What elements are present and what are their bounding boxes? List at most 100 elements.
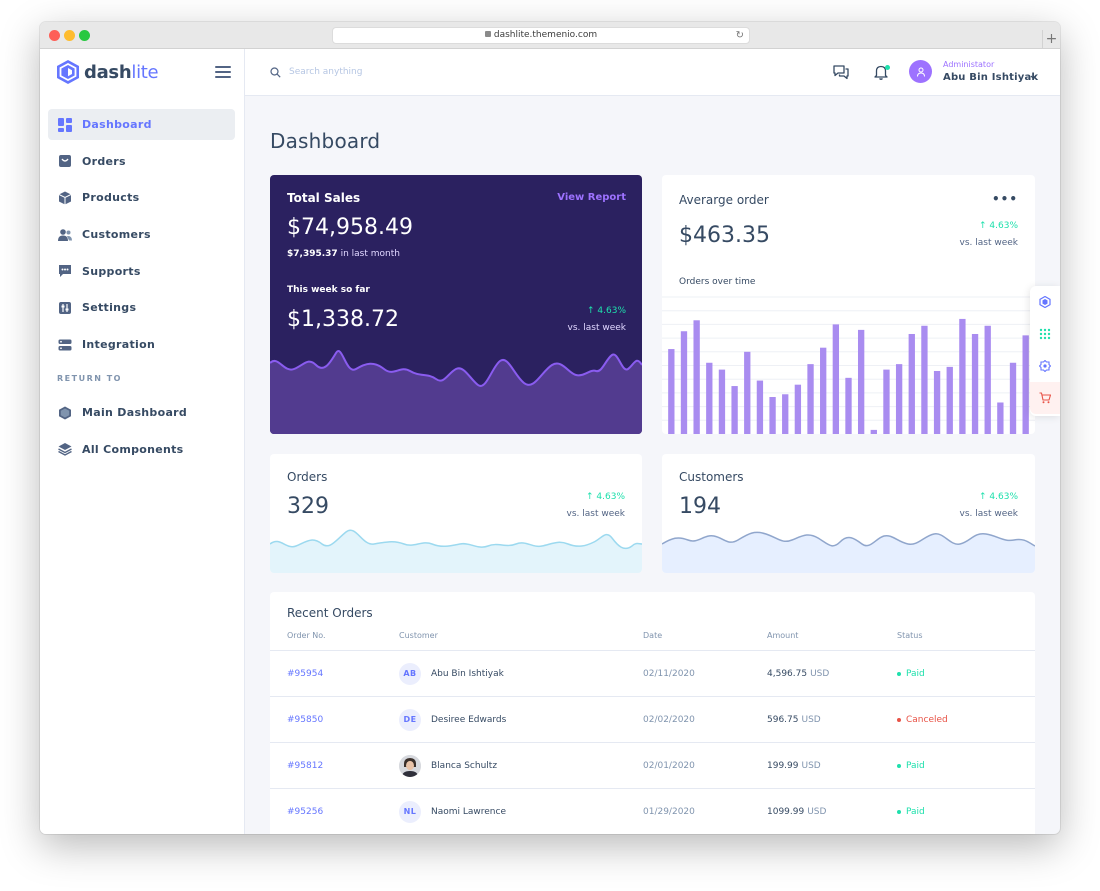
sidebar-item-settings[interactable]: Settings bbox=[48, 292, 235, 323]
search-icon[interactable] bbox=[270, 67, 281, 78]
sidebar-item-orders[interactable]: Orders bbox=[48, 146, 235, 177]
chart-bar[interactable] bbox=[718, 369, 726, 434]
sidebar-item-dashboard[interactable]: Dashboard bbox=[48, 109, 235, 140]
chart-bar[interactable] bbox=[933, 370, 941, 434]
column-header-customer[interactable]: Customer bbox=[399, 631, 438, 640]
chart-bar[interactable] bbox=[782, 394, 789, 434]
supports-icon bbox=[58, 264, 72, 278]
last-month-label: in last month bbox=[340, 249, 400, 259]
order-date: 02/01/2020 bbox=[643, 760, 695, 771]
column-header-status[interactable]: Status bbox=[897, 631, 923, 640]
chart-bar[interactable] bbox=[1022, 335, 1029, 434]
chart-bar[interactable] bbox=[971, 333, 979, 434]
sidebar-item-all-components[interactable]: All Components bbox=[48, 434, 235, 465]
status-text: Canceled bbox=[906, 714, 948, 725]
chart-bar[interactable] bbox=[820, 347, 827, 434]
minimize-window-button[interactable] bbox=[64, 30, 75, 41]
floating-theme-button[interactable] bbox=[1030, 286, 1060, 318]
table-row[interactable]: #95850 DE Desiree Edwards 02/02/2020 596… bbox=[270, 696, 1035, 742]
chat-icon[interactable] bbox=[832, 63, 850, 81]
column-header-order-no[interactable]: Order No. bbox=[287, 631, 326, 640]
order-number[interactable]: #95812 bbox=[287, 760, 324, 771]
recent-orders-title: Recent Orders bbox=[287, 606, 373, 620]
chart-bar[interactable] bbox=[870, 429, 877, 434]
chart-bar[interactable] bbox=[794, 384, 802, 434]
order-number[interactable]: #95954 bbox=[287, 668, 324, 679]
sidebar-return-heading: RETURN TO bbox=[57, 374, 122, 384]
column-header-amount[interactable]: Amount bbox=[767, 631, 799, 640]
sales-change-sub: vs. last week bbox=[567, 323, 626, 333]
chart-bar[interactable] bbox=[706, 362, 713, 434]
order-number[interactable]: #95850 bbox=[287, 714, 324, 725]
chart-bar[interactable] bbox=[769, 397, 776, 434]
customers-change: ↑ 4.63% bbox=[979, 492, 1018, 502]
chart-bar[interactable] bbox=[693, 320, 700, 434]
products-icon bbox=[58, 191, 72, 205]
sidebar-item-label: Supports bbox=[82, 264, 141, 278]
floating-settings-button[interactable] bbox=[1030, 350, 1060, 382]
sidebar-item-integration[interactable]: Integration bbox=[48, 329, 235, 360]
floating-apps-button[interactable] bbox=[1030, 318, 1060, 350]
sidebar-item-main-dashboard[interactable]: Main Dashboard bbox=[48, 397, 235, 428]
chart-bar[interactable] bbox=[883, 369, 890, 434]
table-row[interactable]: #95954 AB Abu Bin Ishtiyak 02/11/2020 4,… bbox=[270, 650, 1035, 696]
bell-icon[interactable] bbox=[872, 63, 890, 81]
chart-bar[interactable] bbox=[857, 329, 865, 434]
column-header-date[interactable]: Date bbox=[643, 631, 663, 640]
table-row[interactable]: #95256 NL Naomi Lawrence 01/29/2020 1099… bbox=[270, 788, 1035, 834]
customers-icon bbox=[58, 228, 72, 242]
chart-bar[interactable] bbox=[731, 386, 738, 434]
hexagon-icon bbox=[58, 406, 72, 420]
customer-avatar: AB bbox=[399, 662, 421, 685]
chart-bar[interactable] bbox=[908, 333, 915, 434]
chart-bar[interactable] bbox=[984, 325, 991, 434]
search-input[interactable] bbox=[289, 63, 489, 81]
user-avatar[interactable] bbox=[909, 60, 932, 83]
user-name[interactable]: Abu Bin Ishtiyak bbox=[943, 72, 1039, 83]
chart-bar[interactable] bbox=[845, 377, 852, 434]
user-icon bbox=[916, 67, 925, 77]
orders-area-chart bbox=[270, 529, 642, 573]
settings-icon bbox=[58, 301, 72, 315]
order-date: 02/02/2020 bbox=[643, 714, 695, 725]
chart-bar[interactable] bbox=[921, 325, 928, 434]
amount-value: 596.75 bbox=[767, 714, 799, 725]
chart-bar[interactable] bbox=[997, 402, 1004, 434]
floating-cart-button[interactable] bbox=[1030, 382, 1060, 414]
menu-toggle-icon[interactable] bbox=[215, 66, 231, 78]
close-window-button[interactable] bbox=[49, 30, 60, 41]
chevron-down-icon[interactable] bbox=[1029, 73, 1038, 82]
sidebar-item-products[interactable]: Products bbox=[48, 182, 235, 213]
recent-orders-card: Recent Orders Order No. Customer Date Am… bbox=[270, 592, 1035, 834]
new-tab-button[interactable]: + bbox=[1042, 30, 1060, 49]
customer-avatar: DE bbox=[399, 708, 421, 731]
chart-bar[interactable] bbox=[668, 349, 675, 434]
layers-icon bbox=[58, 442, 72, 457]
chart-bar[interactable] bbox=[1009, 362, 1017, 434]
more-options-icon[interactable]: ••• bbox=[991, 192, 1018, 206]
chart-bar[interactable] bbox=[680, 331, 688, 434]
chart-bar[interactable] bbox=[807, 364, 814, 434]
address-bar[interactable]: dashlite.themenio.com ↻ bbox=[332, 27, 750, 44]
chart-bar[interactable] bbox=[744, 351, 751, 434]
reload-icon[interactable]: ↻ bbox=[735, 30, 744, 41]
customer-name: Naomi Lawrence bbox=[431, 806, 507, 817]
order-number[interactable]: #95256 bbox=[287, 806, 324, 817]
sidebar-item-customers[interactable]: Customers bbox=[48, 219, 235, 250]
status-text: Paid bbox=[906, 806, 925, 817]
logo[interactable]: dashlite bbox=[56, 59, 159, 85]
chart-bar[interactable] bbox=[895, 364, 903, 434]
view-report-link[interactable]: View Report bbox=[557, 192, 626, 203]
browser-titlebar: dashlite.themenio.com ↻ + bbox=[40, 22, 1060, 49]
chart-bar[interactable] bbox=[959, 318, 966, 434]
chart-bar[interactable] bbox=[946, 366, 953, 434]
chart-bar[interactable] bbox=[832, 324, 840, 434]
amount-currency: USD bbox=[801, 760, 821, 771]
dashboard-icon bbox=[58, 117, 72, 132]
sidebar-item-supports[interactable]: Supports bbox=[48, 256, 235, 287]
chart-bar[interactable] bbox=[756, 380, 764, 434]
person-photo-icon bbox=[399, 754, 421, 777]
browser-window: dashlite.themenio.com ↻ + dashlite Dashb… bbox=[40, 22, 1060, 834]
table-row[interactable]: #95812 Blanca Schultz 02/01/2020 199.99 U… bbox=[270, 742, 1035, 788]
maximize-window-button[interactable] bbox=[79, 30, 90, 41]
